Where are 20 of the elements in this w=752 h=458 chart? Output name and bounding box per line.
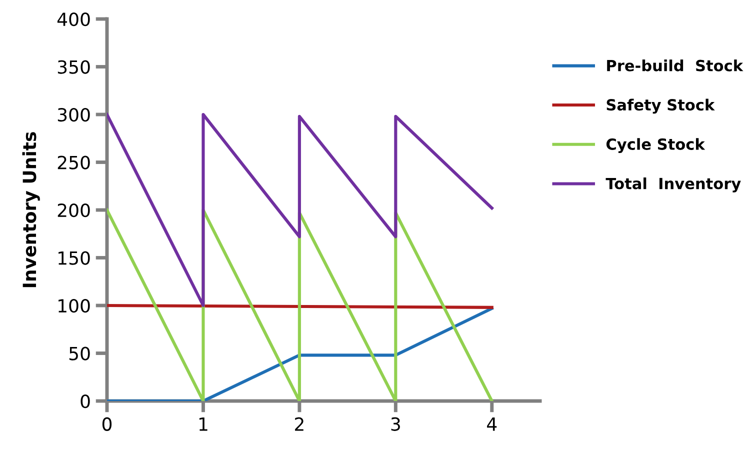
legend-label: Cycle Stock [606,138,706,154]
y-tick-label: 300 [58,108,90,122]
y-axis-title: Inventory Units [22,132,40,288]
y-tick-label: 0 [80,394,90,408]
x-tick-label: 2 [295,417,304,431]
y-tick-label: 50 [69,346,90,360]
line-series [107,112,494,308]
y-tick-label: 200 [58,203,90,218]
x-tick-label: 0 [102,417,112,431]
legend-label: Safety Stock [606,98,715,114]
y-tick-label: 400 [57,12,90,26]
y-tick-label: 350 [58,60,90,74]
x-tick-label: 3 [391,417,400,431]
x-tick-label: 1 [199,418,208,431]
y-tick-label: 150 [58,251,90,265]
legend-label: Pre-build Stock [607,60,744,72]
y-tick-label: 250 [58,156,90,170]
y-tick-label: 100 [58,298,90,313]
legend-label: Total Inventory [606,177,741,192]
x-tick-label: 4 [487,418,497,431]
